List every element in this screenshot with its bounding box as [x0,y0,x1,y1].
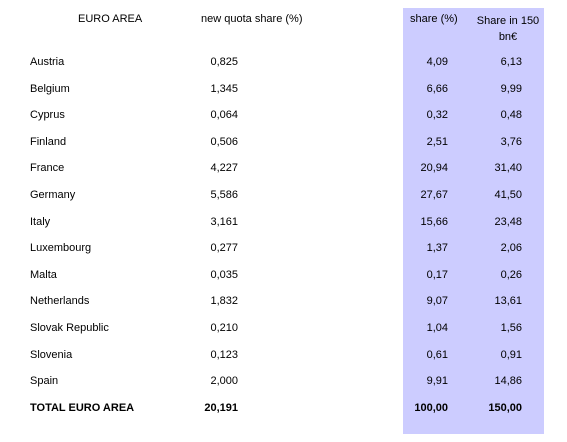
share-value: 6,66 [426,83,448,95]
quota-share-value: 4,227 [210,162,238,174]
share-value: 4,09 [426,56,448,68]
country-name: Austria [30,56,65,68]
table-row: Netherlands 1,832 9,07 13,61 [0,295,567,309]
header-new-quota-share: new quota share (%) [201,13,303,25]
header-share-in-150bn-line2: bn€ [498,31,518,43]
table-row: Luxembourg 0,277 1,37 2,06 [0,242,567,256]
share-value: 0,61 [426,349,448,361]
share-150-value: 6,13 [500,56,522,68]
table-row: Cyprus 0,064 0,32 0,48 [0,109,567,123]
country-name: Slovenia [30,349,73,361]
quota-share-value: 0,277 [210,242,238,254]
share-150-value: 0,48 [500,109,522,121]
header-share-in-150bn: Share in 150 bn€ [474,13,542,45]
country-name: Malta [30,269,57,281]
share-value: 1,37 [426,242,448,254]
quota-share-value: 1,832 [210,295,238,307]
share-value: 0,32 [426,109,448,121]
share-150-value: 14,86 [494,375,522,387]
share-150-value: 3,76 [500,136,522,148]
share-value: 0,17 [426,269,448,281]
country-name: Cyprus [30,109,65,121]
total-quota-share: 20,191 [204,402,238,414]
table-row: Spain 2,000 9,91 14,86 [0,375,567,389]
share-150-value: 1,56 [500,322,522,334]
highlighted-columns-background [403,8,544,434]
quota-share-value: 5,586 [210,189,238,201]
table-row: Slovenia 0,123 0,61 0,91 [0,349,567,363]
total-share: 100,00 [414,402,448,414]
share-value: 2,51 [426,136,448,148]
share-value: 15,66 [420,216,448,228]
quota-share-value: 0,064 [210,109,238,121]
share-150-value: 41,50 [494,189,522,201]
share-value: 9,91 [426,375,448,387]
country-name: France [30,162,65,174]
table-row: Slovak Republic 0,210 1,04 1,56 [0,322,567,336]
share-value: 20,94 [420,162,448,174]
table-row: Finland 0,506 2,51 3,76 [0,136,567,150]
share-150-value: 0,26 [500,269,522,281]
table-row: Italy 3,161 15,66 23,48 [0,216,567,230]
quota-share-value: 0,825 [210,56,238,68]
header-euro-area: EURO AREA [78,13,143,25]
quota-share-value: 1,345 [210,83,238,95]
table-row: Germany 5,586 27,67 41,50 [0,189,567,203]
country-name: Germany [30,189,76,201]
quota-share-value: 0,035 [210,269,238,281]
share-value: 27,67 [420,189,448,201]
share-value: 1,04 [426,322,448,334]
quota-share-value: 3,161 [210,216,238,228]
country-name: Finland [30,136,67,148]
country-name: Belgium [30,83,70,95]
quota-share-value: 0,210 [210,322,238,334]
share-150-value: 23,48 [494,216,522,228]
country-name: Slovak Republic [30,322,109,334]
total-share-150: 150,00 [488,402,522,414]
share-150-value: 0,91 [500,349,522,361]
total-row: TOTAL EURO AREA 20,191 100,00 150,00 [0,402,567,416]
quota-share-value: 0,123 [210,349,238,361]
header-share-percent: share (%) [410,13,458,25]
total-label: TOTAL EURO AREA [30,402,135,414]
table-row: Malta 0,035 0,17 0,26 [0,269,567,283]
table-row: Belgium 1,345 6,66 9,99 [0,83,567,97]
quota-share-value: 0,506 [210,136,238,148]
country-name: Italy [30,216,51,228]
country-name: Spain [30,375,59,387]
share-150-value: 31,40 [494,162,522,174]
table-row: France 4,227 20,94 31,40 [0,162,567,176]
share-150-value: 9,99 [500,83,522,95]
country-name: Netherlands [30,295,90,307]
country-name: Luxembourg [30,242,92,254]
share-150-value: 2,06 [500,242,522,254]
table-row: Austria 0,825 4,09 6,13 [0,56,567,70]
header-share-in-150bn-line1: Share in 150 [476,15,540,27]
share-150-value: 13,61 [494,295,522,307]
share-value: 9,07 [426,295,448,307]
quota-share-value: 2,000 [210,375,238,387]
